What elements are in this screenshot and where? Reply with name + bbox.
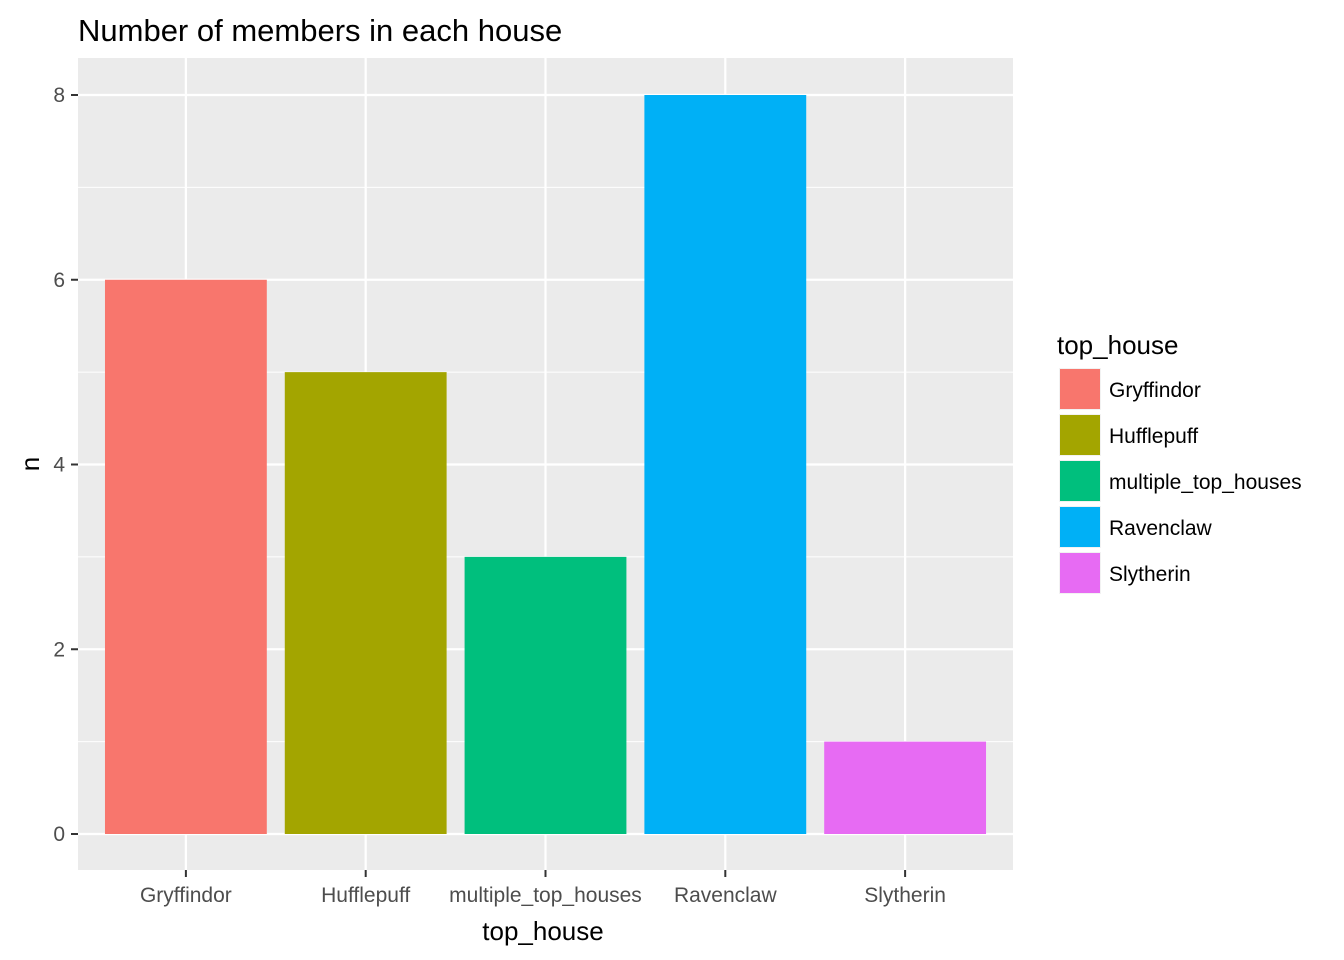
- y-tick-label: 8: [53, 84, 65, 107]
- bar-hufflepuff: [284, 372, 447, 834]
- legend-label: Slytherin: [1109, 563, 1191, 586]
- y-axis-title: n: [15, 457, 45, 471]
- bar-ravenclaw: [644, 95, 807, 834]
- chart-title: Number of members in each house: [78, 13, 562, 48]
- legend-label: Ravenclaw: [1109, 517, 1213, 540]
- x-axis-title: top_house: [482, 916, 603, 946]
- x-tick-label: Hufflepuff: [321, 884, 410, 907]
- y-tick-label: 4: [53, 454, 65, 477]
- x-tick-label: Slytherin: [864, 884, 946, 907]
- legend-label: Gryffindor: [1109, 379, 1201, 402]
- x-axis: Gryffindor Hufflepuff multiple_top_houses R…: [140, 870, 946, 907]
- bar-slytherin: [824, 741, 987, 834]
- y-tick-label: 6: [53, 269, 65, 292]
- x-tick-label: Gryffindor: [140, 884, 232, 907]
- legend-swatch-slytherin: [1060, 553, 1100, 593]
- legend-label: Hufflepuff: [1109, 425, 1198, 448]
- x-tick-label: Ravenclaw: [674, 884, 778, 907]
- legend-items: Gryffindor Hufflepuff multiple_top_houses R…: [1059, 368, 1302, 594]
- bars: [104, 95, 987, 834]
- legend-swatch-gryffindor: [1060, 369, 1100, 409]
- legend-label: multiple_top_houses: [1109, 471, 1302, 494]
- bar-gryffindor: [104, 279, 267, 834]
- legend-swatch-hufflepuff: [1060, 415, 1100, 455]
- x-tick-label: multiple_top_houses: [449, 884, 642, 907]
- legend-swatch-ravenclaw: [1060, 507, 1100, 547]
- legend: top_house Gryffindor Hufflepuff multiple_t…: [1057, 330, 1302, 594]
- legend-title: top_house: [1057, 330, 1178, 360]
- legend-swatch-multiple-top-houses: [1060, 461, 1100, 501]
- y-tick-label: 2: [53, 638, 65, 661]
- bar-multiple-top-houses: [464, 556, 627, 834]
- y-axis: 0 2 4 6 8: [53, 84, 78, 846]
- y-tick-label: 0: [53, 823, 65, 846]
